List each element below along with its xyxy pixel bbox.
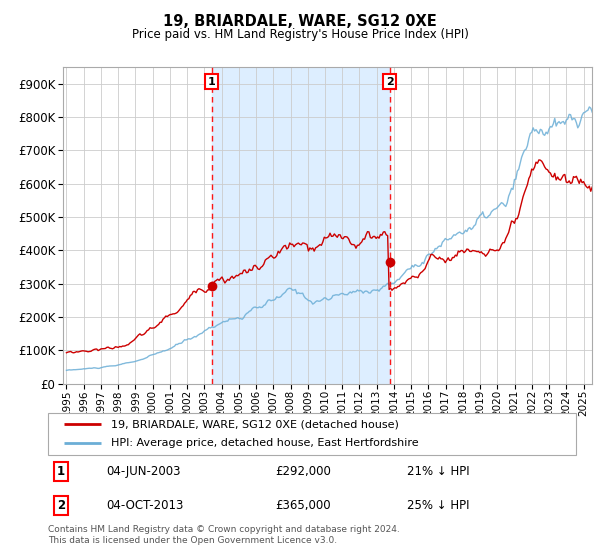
Text: Price paid vs. HM Land Registry's House Price Index (HPI): Price paid vs. HM Land Registry's House … [131,28,469,41]
Text: 21% ↓ HPI: 21% ↓ HPI [407,465,470,478]
Text: 1: 1 [57,465,65,478]
Text: 19, BRIARDALE, WARE, SG12 0XE (detached house): 19, BRIARDALE, WARE, SG12 0XE (detached … [112,419,399,429]
FancyBboxPatch shape [48,413,576,455]
Text: 2: 2 [57,500,65,512]
Text: 2: 2 [386,77,394,87]
Text: 04-OCT-2013: 04-OCT-2013 [106,500,184,512]
Text: 25% ↓ HPI: 25% ↓ HPI [407,500,470,512]
Text: 04-JUN-2003: 04-JUN-2003 [106,465,181,478]
Text: £292,000: £292,000 [275,465,331,478]
Text: 19, BRIARDALE, WARE, SG12 0XE: 19, BRIARDALE, WARE, SG12 0XE [163,14,437,29]
Text: Contains HM Land Registry data © Crown copyright and database right 2024.
This d: Contains HM Land Registry data © Crown c… [48,525,400,545]
Text: 1: 1 [208,77,215,87]
Bar [212,67,389,384]
Text: HPI: Average price, detached house, East Hertfordshire: HPI: Average price, detached house, East… [112,438,419,449]
Text: £365,000: £365,000 [275,500,331,512]
